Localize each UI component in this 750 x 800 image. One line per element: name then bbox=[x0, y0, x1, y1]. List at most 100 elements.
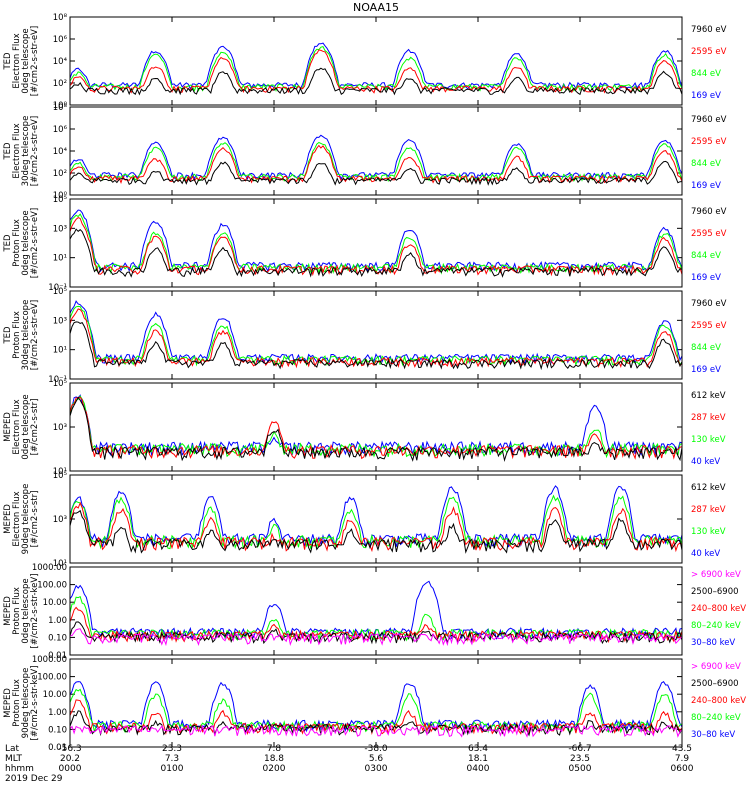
y-axis-label-line: TED bbox=[3, 52, 13, 71]
y-tick-label: 10⁶ bbox=[53, 35, 68, 45]
legend-entry: 80–240 keV bbox=[691, 621, 741, 631]
panel-7: 0.010.101.0010.00100.001000.00MEPEDProto… bbox=[3, 563, 746, 661]
series-line bbox=[70, 724, 682, 738]
series-line bbox=[70, 141, 682, 183]
legend-entry: 7960 eV bbox=[691, 25, 727, 35]
legend-entry: 287 keV bbox=[691, 505, 726, 515]
legend-entry: 240–800 keV bbox=[691, 604, 746, 614]
legend-entry: > 6900 keV bbox=[691, 662, 741, 672]
series-line bbox=[70, 396, 682, 460]
legend-entry: 612 keV bbox=[691, 483, 726, 493]
y-axis-label-line: Electron Flux bbox=[12, 399, 22, 454]
footer-mlt-value: 7.3 bbox=[165, 754, 179, 764]
y-tick-label: 10⁻¹ bbox=[48, 375, 67, 385]
series-line bbox=[70, 144, 682, 185]
footer-hhmm-value: 0100 bbox=[161, 764, 184, 774]
footer-lat-value: -66.7 bbox=[568, 744, 591, 754]
y-axis-label: TEDProton Flux0deg telescope[#/cm2-s-str… bbox=[3, 208, 40, 278]
footer-hhmm-value: 0200 bbox=[263, 764, 286, 774]
y-tick-label: 10¹ bbox=[53, 559, 67, 569]
y-axis-label-line: 0deg telescope bbox=[21, 578, 31, 643]
series-line bbox=[70, 308, 682, 369]
series-line bbox=[70, 228, 682, 278]
legend-entry: 30–80 keV bbox=[691, 730, 735, 740]
y-axis-label-line: Electron Flux bbox=[12, 491, 22, 546]
y-tick-label: 10⁸ bbox=[53, 13, 68, 23]
footer-mlt-value: 7.9 bbox=[675, 754, 690, 764]
y-axis-label-line: MEPED bbox=[3, 412, 13, 442]
y-axis-label-line: [#/cm2-s-str-eV] bbox=[30, 26, 40, 96]
legend-entry: > 6900 keV bbox=[691, 570, 741, 580]
series-line bbox=[70, 321, 682, 371]
legend-entry: 169 eV bbox=[691, 273, 721, 283]
footer-mlt-value: 18.1 bbox=[468, 754, 488, 764]
footer-date: 2019 Dec 29 bbox=[5, 774, 63, 784]
legend-entry: 844 eV bbox=[691, 69, 721, 79]
legend-entry: 844 eV bbox=[691, 251, 721, 261]
series-line bbox=[70, 160, 682, 186]
legend-entry: 2500–6900 bbox=[691, 587, 739, 597]
y-tick-label: 10⁰ bbox=[53, 101, 68, 111]
legend-entry: 130 keV bbox=[691, 527, 726, 537]
y-axis-label-line: [#/cm2-s-str] bbox=[30, 399, 40, 456]
footer-hhmm-value: 0300 bbox=[365, 764, 388, 774]
series-line bbox=[70, 134, 682, 181]
legend-entry: 130 keV bbox=[691, 435, 726, 445]
y-tick-label: 10⁵ bbox=[53, 471, 67, 481]
legend-entry: 2595 eV bbox=[691, 229, 727, 239]
footer-lat-value: 63.4 bbox=[468, 744, 488, 754]
legend-entry: 7960 eV bbox=[691, 115, 727, 125]
y-axis-label-line: 30deg telescope bbox=[21, 116, 31, 187]
series-line bbox=[70, 501, 682, 553]
series-line bbox=[70, 628, 682, 647]
y-axis-label: TEDElectron Flux0deg telescope[#/cm2-s-s… bbox=[3, 26, 40, 96]
legend-entry: 2595 eV bbox=[691, 47, 727, 57]
y-axis-label-line: Proton Flux bbox=[12, 219, 22, 267]
y-tick-label: 1000.00 bbox=[32, 563, 67, 573]
y-tick-label: 10⁵ bbox=[53, 379, 67, 389]
series-line bbox=[70, 606, 682, 644]
y-tick-label: 1.00 bbox=[48, 708, 67, 718]
y-tick-label: 10.00 bbox=[43, 598, 67, 608]
footer-hhmm-value: 0600 bbox=[671, 764, 694, 774]
y-tick-label: 10³ bbox=[53, 423, 67, 433]
y-axis-label: MEPEDElectron Flux90deg telescope[#/cm2-… bbox=[3, 484, 40, 555]
panel-3: 10⁻¹ 10¹ 10³ 10⁵ TEDProton Flux0deg telescop… bbox=[3, 195, 727, 293]
series-line bbox=[70, 710, 682, 737]
y-tick-label: 10⁵ bbox=[53, 287, 67, 297]
footer-lat-value: 7.8 bbox=[267, 744, 282, 754]
y-tick-label: 10⁶ bbox=[53, 125, 68, 135]
y-tick-label: 10³ bbox=[53, 224, 67, 234]
y-axis-label-line: Electron Flux bbox=[12, 33, 22, 88]
series-group bbox=[70, 485, 682, 554]
legend-entry: 169 eV bbox=[691, 91, 721, 101]
y-tick-label: 10³ bbox=[53, 316, 67, 326]
footer-mlt-value: 23.5 bbox=[570, 754, 590, 764]
series-line bbox=[70, 621, 682, 645]
y-tick-label: 100.00 bbox=[37, 673, 67, 683]
y-axis-label-line: MEPED bbox=[3, 504, 13, 534]
y-axis-label-line: 0deg telescope bbox=[21, 394, 31, 459]
y-tick-label: 10⁵ bbox=[53, 195, 67, 205]
series-line bbox=[70, 49, 682, 94]
y-tick-label: 0.10 bbox=[48, 725, 67, 735]
y-axis-label-line: [#/cm2-s-str-eV] bbox=[30, 300, 40, 370]
footer-lat-value: 23.3 bbox=[162, 744, 182, 754]
series-line bbox=[70, 305, 682, 367]
y-axis-label-line: Electron Flux bbox=[12, 123, 22, 178]
y-axis-label-line: TED bbox=[3, 326, 13, 345]
y-axis-label-line: Proton Flux bbox=[12, 587, 22, 635]
series-group bbox=[70, 394, 682, 463]
legend-entry: 40 keV bbox=[691, 457, 720, 467]
y-axis-label: TEDProton Flux30deg telescope[#/cm2-s-st… bbox=[3, 300, 40, 371]
legend-entry: 30–80 keV bbox=[691, 638, 735, 648]
footer-lat-value: -38.0 bbox=[364, 744, 388, 754]
panel-2: 10⁰ 10² 10⁴ 10⁶ 10⁸ TEDElectron Flux30deg tel… bbox=[3, 103, 727, 201]
y-axis-label: MEPEDProton Flux90deg telescope[#/cm2-s-… bbox=[3, 666, 40, 741]
y-tick-label: 10¹ bbox=[53, 346, 67, 356]
legend-entry: 2595 eV bbox=[691, 321, 727, 331]
y-axis-label-line: 0deg telescope bbox=[21, 28, 31, 93]
y-axis-label-line: Proton Flux bbox=[12, 679, 22, 727]
legend-entry: 612 keV bbox=[691, 391, 726, 401]
